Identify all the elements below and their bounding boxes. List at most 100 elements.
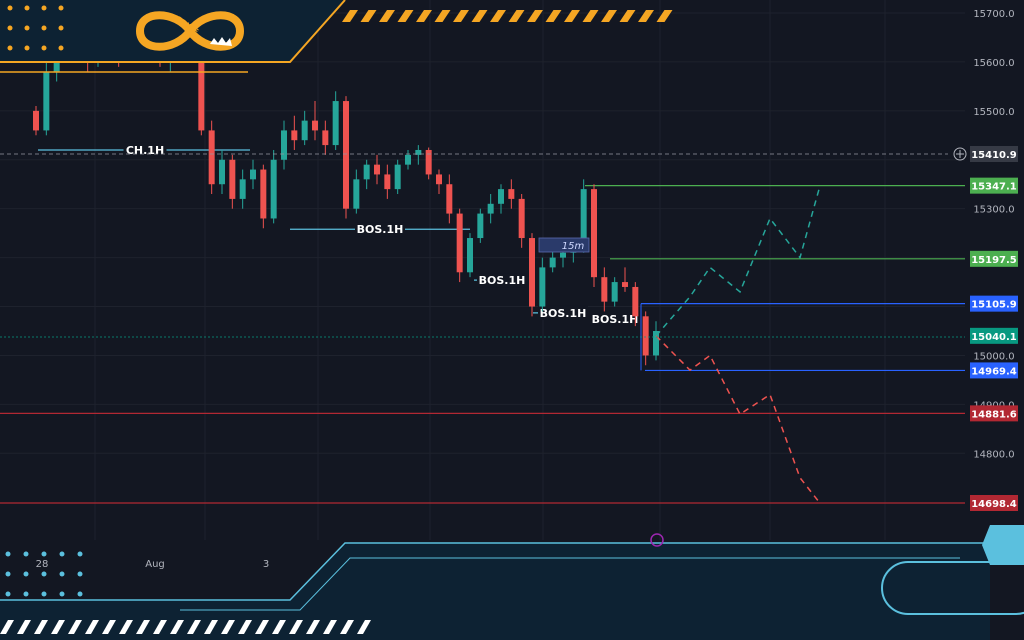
price-tag-bg-5 xyxy=(970,405,1018,422)
bottom-dot-14 xyxy=(77,591,83,597)
candle-body-42 xyxy=(467,238,473,273)
price-tag-bg-1 xyxy=(970,250,1018,267)
candle-body-20 xyxy=(239,179,246,199)
infinity-icon xyxy=(135,11,245,51)
bottom-stripes xyxy=(0,620,371,634)
candle-body-48 xyxy=(529,238,535,307)
candle-body-59 xyxy=(642,316,649,356)
price-tag-2: 15105.9 xyxy=(971,300,1017,311)
bottom-stripe-13 xyxy=(221,620,235,634)
time-tick-3: 3 xyxy=(263,559,269,570)
candle-body-41 xyxy=(456,213,463,273)
candle-body-33 xyxy=(374,164,380,175)
time-tick-aug: Aug xyxy=(145,559,165,570)
candle-body-49 xyxy=(539,267,546,307)
logo-dot-6 xyxy=(41,25,47,31)
logo-dot-9 xyxy=(24,45,30,51)
top-stripe-3 xyxy=(397,10,414,22)
candle-body-30 xyxy=(343,101,349,209)
candle-body-23 xyxy=(270,159,277,219)
price-axis-tick-1: 15600.0 xyxy=(973,58,1014,69)
bottom-panel-edge xyxy=(0,542,990,601)
bottom-stripe-6 xyxy=(102,620,116,634)
crosshair-plus-icon[interactable] xyxy=(953,147,967,161)
candle-body-44 xyxy=(487,203,494,214)
logo-dot-4 xyxy=(7,25,13,31)
bottom-dot-10 xyxy=(5,591,11,597)
logo-dot-11 xyxy=(58,45,64,51)
candle-body-37 xyxy=(415,149,422,155)
candle-body-53 xyxy=(580,189,587,248)
bottom-stripe-18 xyxy=(306,620,320,634)
crosshair-price-tag xyxy=(970,146,1018,162)
bottom-stripe-21 xyxy=(357,620,371,634)
bottom-stripe-5 xyxy=(85,620,99,634)
structure-label-2: BOS.1H xyxy=(479,274,526,287)
price-axis-tick-6: 14800.0 xyxy=(973,449,1014,460)
logo-dots xyxy=(7,5,64,51)
price-levels xyxy=(0,185,965,504)
bottom-stripe-12 xyxy=(204,620,218,634)
bottom-dot-2 xyxy=(41,551,47,557)
price-tag-5: 14881.6 xyxy=(971,409,1017,420)
candle-body-32 xyxy=(363,164,370,180)
bottom-dot-12 xyxy=(41,591,47,597)
price-tag-bg-0 xyxy=(970,177,1018,194)
bottom-stripe-1 xyxy=(17,620,31,634)
candle-body-43 xyxy=(477,213,484,239)
candle-body-31 xyxy=(353,179,360,209)
candle-body-29 xyxy=(332,101,339,146)
candle-body-24 xyxy=(281,130,287,160)
bottom-stripe-11 xyxy=(187,620,201,634)
candle-body-34 xyxy=(384,174,391,190)
bottom-stripe-20 xyxy=(340,620,354,634)
top-stripe-7 xyxy=(471,10,488,22)
bottom-stripe-10 xyxy=(170,620,184,634)
candle-body-26 xyxy=(301,120,308,141)
structure-label-bg-1 xyxy=(355,222,405,237)
candle-body-60 xyxy=(653,330,659,356)
price-tag-bg-6 xyxy=(970,495,1018,511)
candle-body-46 xyxy=(508,189,515,199)
logo-dot-2 xyxy=(41,5,47,11)
logo-dot-0 xyxy=(7,5,13,11)
bottom-dot-11 xyxy=(23,591,29,597)
candle-body-19 xyxy=(229,159,236,199)
top-stripe-12 xyxy=(564,10,580,22)
candle-body-1 xyxy=(43,71,50,131)
bottom-pill-outline xyxy=(881,561,1024,615)
logo-banner: PRIME xyxy=(0,0,673,73)
bottom-stripe-8 xyxy=(136,620,150,634)
price-tag-bg-4 xyxy=(970,362,1018,379)
top-stripe-5 xyxy=(434,10,451,22)
bottom-stripe-9 xyxy=(153,620,167,634)
candle-body-38 xyxy=(425,149,432,175)
structure-label-bg-4 xyxy=(590,311,640,326)
candle-body-22 xyxy=(260,169,267,219)
candle-body-39 xyxy=(436,174,442,185)
bottom-dot-8 xyxy=(59,571,65,577)
top-stripes xyxy=(342,10,673,22)
top-stripe-17 xyxy=(656,10,673,22)
event-marker-icon[interactable] xyxy=(650,533,664,547)
top-stripe-13 xyxy=(582,10,599,22)
candle-body-47 xyxy=(518,198,525,239)
top-stripe-4 xyxy=(416,10,432,22)
price-axis-tick-2: 15500.0 xyxy=(973,107,1014,118)
price-tag-4: 14969.4 xyxy=(971,366,1017,377)
logo-dot-5 xyxy=(24,25,30,31)
price-tag-bg-3 xyxy=(970,327,1018,344)
bottom-stripe-17 xyxy=(289,620,303,634)
bottom-dot-4 xyxy=(77,551,83,557)
structure-label-3: BOS.1H xyxy=(540,307,587,320)
structure-label-bg-3 xyxy=(538,305,588,320)
logo-dot-1 xyxy=(24,5,30,11)
candle-body-27 xyxy=(312,120,318,131)
top-stripe-16 xyxy=(638,10,654,22)
candle-body-58 xyxy=(632,286,639,317)
bottom-stripe-0 xyxy=(0,620,14,634)
candle-body-45 xyxy=(498,189,504,204)
price-axis-tick-0: 15700.0 xyxy=(973,9,1014,20)
bottom-panel xyxy=(0,543,990,640)
